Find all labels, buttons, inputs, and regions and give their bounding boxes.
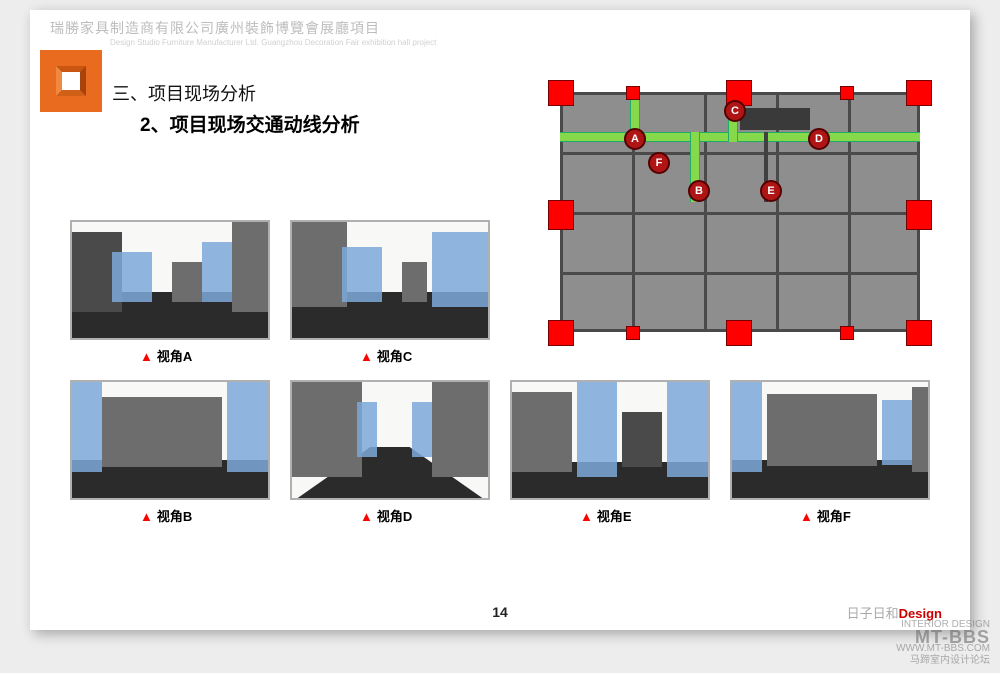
view-d xyxy=(290,380,490,500)
watermark-line2: MT-BBS xyxy=(896,631,990,643)
path-horizontal xyxy=(560,132,920,142)
brand-logo-icon xyxy=(38,48,104,114)
plan-node-c: C xyxy=(724,100,746,122)
presentation-slide: 瑞勝家具制造商有限公司廣州裝飾博覽會展廳項目 Design Studio Fur… xyxy=(30,10,970,630)
view-e xyxy=(510,380,710,500)
section-subheading: 2、项目现场交通动线分析 xyxy=(140,110,360,137)
section-heading: 三、项目现场分析 xyxy=(112,80,256,106)
view-b xyxy=(70,380,270,500)
page-number: 14 xyxy=(492,604,508,620)
plan-node-f: F xyxy=(648,152,670,174)
view-a xyxy=(70,220,270,340)
plan-node-e: E xyxy=(760,180,782,202)
view-f xyxy=(730,380,930,500)
view-e-label: ▲视角E xyxy=(580,506,632,525)
view-c-label: ▲视角C xyxy=(360,346,412,365)
watermark-line3: WWW.MT-BBS.COM xyxy=(896,643,990,655)
floor-plan-diagram: A C D F B E xyxy=(540,72,940,352)
view-d-label: ▲视角D xyxy=(360,506,412,525)
plan-node-d: D xyxy=(808,128,830,150)
watermark-line4: 马蹄室内设计论坛 xyxy=(896,655,990,667)
plan-dark-area xyxy=(740,108,810,130)
plan-node-b: B xyxy=(688,180,710,202)
view-b-label: ▲视角B xyxy=(140,506,192,525)
view-c xyxy=(290,220,490,340)
view-a-label: ▲视角A xyxy=(140,346,192,365)
plan-node-a: A xyxy=(624,128,646,150)
project-title-en: Design Studio Furniture Manufacturer Ltd… xyxy=(110,38,436,47)
view-f-label: ▲视角F xyxy=(800,506,851,525)
project-title-cn: 瑞勝家具制造商有限公司廣州裝飾博覽會展廳項目 xyxy=(50,18,380,38)
watermark: INTERIOR DESIGN MT-BBS WWW.MT-BBS.COM 马蹄… xyxy=(896,619,990,667)
